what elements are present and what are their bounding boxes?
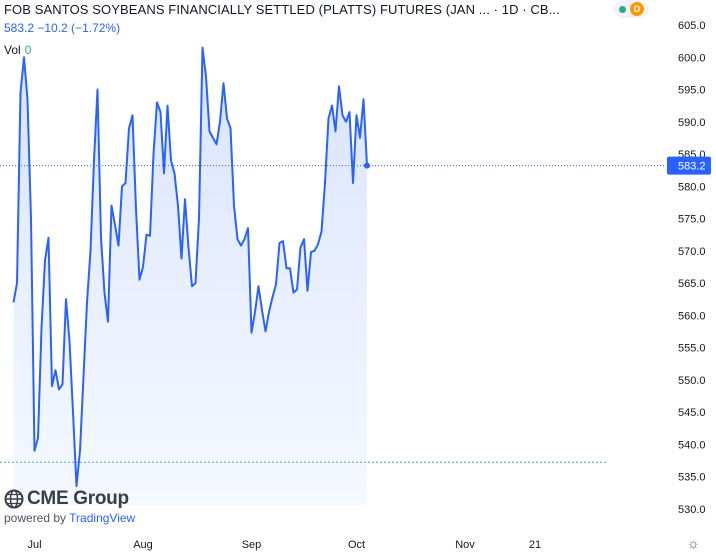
y-tick-label: 560.0	[678, 310, 706, 322]
x-tick-label: Oct	[348, 539, 365, 551]
volume-indicator[interactable]: Vol 0	[4, 43, 31, 57]
vol-label: Vol	[4, 43, 21, 57]
y-tick-label: 550.0	[678, 375, 706, 387]
vol-value: 0	[24, 43, 32, 57]
market-status-dot-icon	[619, 5, 626, 13]
settings-gear-icon[interactable]: ☼	[687, 535, 700, 551]
y-tick-label: 530.0	[678, 504, 706, 516]
y-tick-label: 535.0	[678, 472, 706, 484]
powered-by[interactable]: powered by TradingView	[4, 511, 135, 525]
x-tick-label: 21	[529, 539, 541, 551]
y-tick-label: 565.0	[678, 278, 706, 290]
delayed-data-badge: D	[630, 2, 644, 16]
logo-text: CME Group	[27, 488, 129, 509]
globe-icon	[4, 489, 24, 509]
cme-group-logo: CME Group	[4, 488, 129, 510]
x-tick-label: Sep	[242, 539, 262, 551]
price-quote: 583.2 −10.2 (−1.72%)	[4, 21, 121, 35]
y-tick-label: 595.0	[678, 85, 706, 97]
y-tick-label: 605.0	[678, 20, 706, 32]
y-tick-label: 590.0	[678, 117, 706, 129]
x-tick-label: Nov	[455, 539, 475, 551]
y-tick-label: 575.0	[678, 214, 706, 226]
y-tick-label: 555.0	[678, 343, 706, 355]
y-tick-label: 545.0	[678, 407, 706, 419]
y-tick-label: 600.0	[678, 52, 706, 64]
status-badges[interactable]: D	[614, 0, 649, 18]
series-line	[12, 46, 368, 488]
last-price-badge	[667, 156, 711, 175]
x-tick-label: Aug	[133, 539, 153, 551]
last-point-marker	[364, 162, 370, 169]
y-tick-label: 540.0	[678, 439, 706, 451]
x-tick-label: Jul	[27, 539, 41, 551]
last-price-label: 583.2	[678, 161, 706, 173]
chart-title[interactable]: FOB SANTOS SOYBEANS FINANCIALLY SETTLED …	[4, 2, 560, 17]
powered-by-label: powered by	[4, 511, 67, 525]
y-tick-label: 570.0	[678, 246, 706, 258]
tradingview-link[interactable]: TradingView	[69, 511, 136, 525]
y-tick-label: 580.0	[678, 181, 706, 193]
